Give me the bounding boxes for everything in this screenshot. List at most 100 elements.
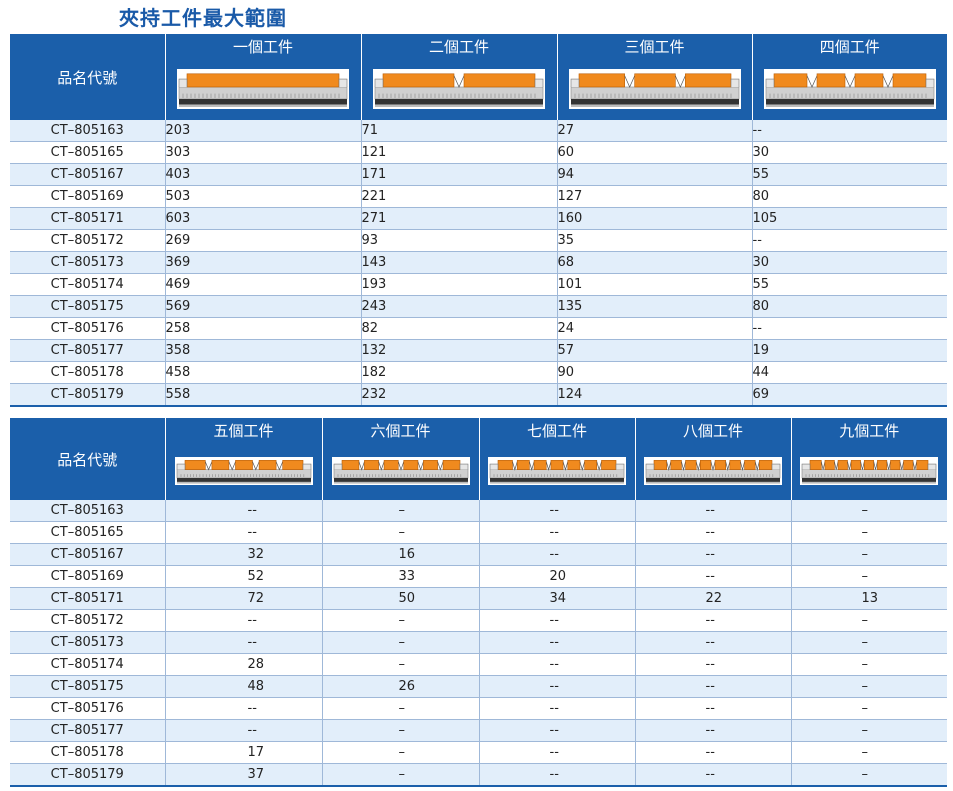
capacity-value-cell: 132 bbox=[360, 339, 557, 362]
capacity-value-cell: -- bbox=[478, 500, 635, 522]
table-row: CT–805165 303 121 60 30 bbox=[10, 141, 947, 164]
part-number-cell: CT–805174 bbox=[10, 273, 165, 296]
table-row: CT–805174 28– -- -- – bbox=[10, 653, 947, 676]
vise-workpiece-diagram bbox=[644, 457, 782, 485]
table-row: CT–805179 37– -- -- – bbox=[10, 763, 947, 787]
vise-workpiece-diagram bbox=[763, 69, 936, 109]
capacity-value-cell: -- bbox=[751, 120, 947, 142]
workpiece-diagram-cell bbox=[164, 442, 322, 500]
capacity-value-cell: 90 bbox=[556, 361, 752, 384]
table-row: CT–805173 -- – -- -- – bbox=[10, 631, 947, 654]
capacity-value-cell: 80 bbox=[751, 185, 947, 208]
part-number-cell: CT–805178 bbox=[10, 741, 165, 764]
capacity-value-cell: 93 bbox=[360, 229, 557, 252]
part-number-cell: CT–805179 bbox=[10, 763, 165, 787]
capacity-value-cell: -- bbox=[634, 675, 791, 698]
table-row: CT–805175 569 243 135 80 bbox=[10, 295, 947, 318]
capacity-value-cell: – bbox=[321, 500, 479, 522]
column-header: 一個工件 bbox=[164, 34, 361, 58]
table-row: CT–805178 458 182 90 44 bbox=[10, 361, 947, 384]
vise-workpiece-diagram bbox=[177, 69, 349, 109]
capacity-value-cell: -- bbox=[164, 697, 322, 720]
vise-workpiece-diagram bbox=[568, 69, 741, 109]
table-row: CT–805179 558 232 124 69 bbox=[10, 383, 947, 407]
capacity-value-cell: – bbox=[790, 521, 947, 544]
page-title: 夾持工件最大範圍 bbox=[119, 6, 287, 30]
capacity-value-cell: 68 bbox=[556, 251, 752, 274]
capacity-value-cell: 28 bbox=[164, 653, 322, 676]
column-header: 五個工件 bbox=[164, 418, 322, 442]
part-number-cell: CT–805171 bbox=[10, 207, 165, 230]
capacity-value-cell: -- bbox=[478, 543, 635, 566]
table-row: CT–805163 203 71 27 -- bbox=[10, 120, 947, 142]
capacity-value-cell: 16 bbox=[321, 543, 479, 566]
capacity-value-cell: -- bbox=[634, 609, 791, 632]
workpiece-diagram-cell bbox=[360, 58, 557, 120]
part-number-cell: CT–805175 bbox=[10, 675, 165, 698]
part-number-cell: CT–805177 bbox=[10, 339, 165, 362]
workpiece-diagram-cell bbox=[321, 442, 479, 500]
table-row: CT–805171 603 271 160 105 bbox=[10, 207, 947, 230]
capacity-value-cell: 171 bbox=[360, 163, 557, 186]
capacity-value-cell: 26 bbox=[321, 675, 479, 698]
table-body: CT–805163 -- – -- -- – CT–805165 -- – -- -- – CT–805… bbox=[10, 500, 947, 787]
part-number-cell: CT–805172 bbox=[10, 229, 165, 252]
capacity-value-cell: 72 bbox=[164, 587, 322, 610]
capacity-value-cell: -- bbox=[478, 763, 635, 787]
capacity-value-cell: 124 bbox=[556, 383, 752, 407]
capacity-value-cell: -- bbox=[478, 521, 635, 544]
capacity-value-cell: 232 bbox=[360, 383, 557, 407]
capacity-value-cell: – bbox=[321, 719, 479, 742]
capacity-value-cell: -- bbox=[634, 719, 791, 742]
column-header: 九個工件 bbox=[790, 418, 947, 442]
capacity-value-cell: – bbox=[790, 719, 947, 742]
capacity-value-cell: 35 bbox=[556, 229, 752, 252]
capacity-value-cell: 33 bbox=[321, 565, 479, 588]
capacity-value-cell: – bbox=[790, 609, 947, 632]
workpiece-diagram-cell bbox=[478, 442, 635, 500]
capacity-value-cell: 269 bbox=[164, 229, 361, 252]
part-number-cell: CT–805179 bbox=[10, 383, 165, 407]
workpiece-diagram-cell bbox=[751, 58, 947, 120]
capacity-value-cell: 50 bbox=[321, 587, 479, 610]
capacity-value-cell: 52 bbox=[164, 565, 322, 588]
capacity-value-cell: -- bbox=[478, 675, 635, 698]
part-number-cell: CT–805169 bbox=[10, 565, 165, 588]
capacity-value-cell: – bbox=[790, 741, 947, 764]
capacity-value-cell: 569 bbox=[164, 295, 361, 318]
capacity-value-cell: – bbox=[321, 609, 479, 632]
capacity-value-cell: 105 bbox=[751, 207, 947, 230]
part-number-cell: CT–805163 bbox=[10, 120, 165, 142]
capacity-value-cell: -- bbox=[634, 500, 791, 522]
capacity-value-cell: – bbox=[321, 631, 479, 654]
capacity-value-cell: -- bbox=[634, 565, 791, 588]
capacity-value-cell: – bbox=[790, 697, 947, 720]
table-row: CT–805175 48 26 -- -- – bbox=[10, 675, 947, 698]
part-number-cell: CT–805173 bbox=[10, 631, 165, 654]
capacity-value-cell: – bbox=[790, 763, 947, 787]
part-number-cell: CT–805163 bbox=[10, 500, 165, 522]
clamping-range-table-2: 品名代號 五個工件 六個工件 七個工件 八個工件 九個工件 CT–805163-… bbox=[10, 418, 947, 787]
part-number-cell: CT–805171 bbox=[10, 587, 165, 610]
capacity-value-cell: 143 bbox=[360, 251, 557, 274]
capacity-value-cell: 503 bbox=[164, 185, 361, 208]
capacity-value-cell: – bbox=[790, 653, 947, 676]
capacity-value-cell: 19 bbox=[751, 339, 947, 362]
capacity-value-cell: 258 bbox=[164, 317, 361, 340]
capacity-value-cell: -- bbox=[751, 317, 947, 340]
part-number-cell: CT–805176 bbox=[10, 317, 165, 340]
part-number-cell: CT–805174 bbox=[10, 653, 165, 676]
capacity-value-cell: -- bbox=[634, 521, 791, 544]
table-row: CT–805171 72 50 34 22 13 bbox=[10, 587, 947, 610]
capacity-value-cell: – bbox=[790, 631, 947, 654]
vise-workpiece-diagram bbox=[331, 457, 470, 485]
part-number-cell: CT–805165 bbox=[10, 521, 165, 544]
capacity-value-cell: -- bbox=[164, 521, 322, 544]
capacity-value-cell: -- bbox=[634, 697, 791, 720]
capacity-value-cell: 32 bbox=[164, 543, 322, 566]
capacity-value-cell: 60 bbox=[556, 141, 752, 164]
capacity-value-cell: 369 bbox=[164, 251, 361, 274]
workpiece-diagram-cell bbox=[790, 442, 947, 500]
table-row: CT–805163 -- – -- -- – bbox=[10, 500, 947, 522]
part-number-cell: CT–805178 bbox=[10, 361, 165, 384]
